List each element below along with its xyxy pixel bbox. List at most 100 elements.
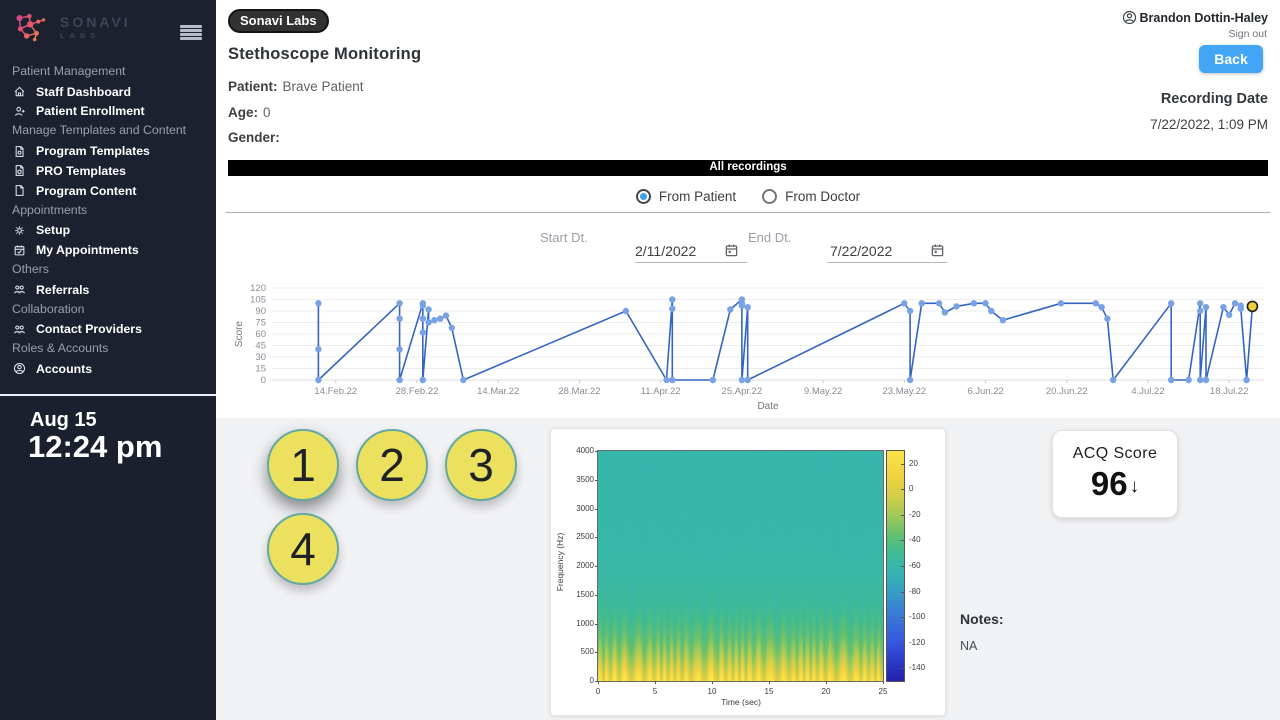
recording-marker-2[interactable]: 2: [356, 429, 428, 501]
data-point[interactable]: [396, 376, 403, 384]
recording-marker-4[interactable]: 4: [267, 513, 339, 585]
data-point[interactable]: [982, 300, 989, 307]
data-point[interactable]: [669, 296, 676, 303]
data-point[interactable]: [622, 307, 630, 315]
start-date-underline: [635, 262, 747, 263]
selected-data-point[interactable]: [1246, 300, 1259, 313]
data-point[interactable]: [669, 305, 676, 312]
data-point[interactable]: [1098, 304, 1105, 311]
data-point[interactable]: [738, 302, 746, 309]
data-point[interactable]: [1104, 315, 1111, 322]
data-point[interactable]: [1197, 376, 1204, 384]
data-point[interactable]: [437, 315, 444, 322]
data-point[interactable]: [1202, 376, 1210, 384]
data-point[interactable]: [1092, 300, 1099, 307]
data-point[interactable]: [941, 309, 949, 316]
recording-marker-1[interactable]: 1: [267, 429, 339, 501]
back-button[interactable]: Back: [1199, 45, 1263, 73]
start-date-calendar-icon[interactable]: [724, 243, 739, 258]
sign-out-link[interactable]: Sign out: [1228, 28, 1267, 40]
data-point[interactable]: [1057, 300, 1065, 307]
data-point[interactable]: [738, 376, 746, 384]
data-point[interactable]: [1197, 300, 1204, 307]
user-menu[interactable]: Brandon Dottin-Haley: [1122, 10, 1268, 25]
spectrogram-y-tick: 0: [589, 676, 594, 685]
page-title: Stethoscope Monitoring: [228, 45, 422, 63]
data-point[interactable]: [425, 319, 432, 326]
data-point[interactable]: [419, 376, 426, 384]
data-point[interactable]: [396, 315, 403, 322]
data-point[interactable]: [953, 303, 960, 310]
sidebar-item-setup[interactable]: Setup: [0, 220, 216, 240]
data-point[interactable]: [442, 312, 450, 319]
spectrogram-y-tick: 1500: [576, 589, 594, 599]
data-point[interactable]: [1202, 304, 1210, 311]
data-point[interactable]: [419, 329, 426, 336]
data-point[interactable]: [970, 300, 978, 307]
sonavi-labs-badge[interactable]: Sonavi Labs: [228, 9, 329, 33]
data-point[interactable]: [315, 300, 322, 307]
data-point[interactable]: [1231, 300, 1239, 307]
sidebar-item-program-content[interactable]: Program Content: [0, 181, 216, 201]
data-point[interactable]: [1220, 304, 1227, 311]
spectrogram-x-tick: 15: [764, 687, 774, 696]
data-point[interactable]: [396, 300, 403, 307]
data-point[interactable]: [431, 317, 438, 324]
data-point[interactable]: [460, 376, 467, 384]
data-point[interactable]: [935, 300, 943, 307]
data-point[interactable]: [727, 306, 734, 313]
sidebar-item-contact-providers[interactable]: Contact Providers: [0, 319, 216, 339]
sidebar-item-accounts[interactable]: Accounts: [0, 359, 216, 379]
sidebar-item-label: My Appointments: [36, 243, 139, 258]
end-date-calendar-icon[interactable]: [930, 243, 945, 258]
logo[interactable]: SONAVI LABS: [12, 10, 131, 44]
date-axis-label: Date: [757, 401, 779, 412]
data-point[interactable]: [709, 376, 717, 384]
data-point[interactable]: [1243, 376, 1250, 384]
data-point[interactable]: [1237, 305, 1244, 312]
data-point[interactable]: [1168, 376, 1175, 384]
y-tick-label: 60: [255, 329, 266, 340]
data-point[interactable]: [999, 317, 1007, 324]
y-tick-label: 90: [255, 306, 266, 317]
sidebar-item-staff-dashboard[interactable]: Staff Dashboard: [0, 82, 216, 102]
data-point[interactable]: [425, 306, 432, 313]
data-point[interactable]: [315, 346, 322, 353]
radio-from-doctor[interactable]: From Doctor: [762, 189, 860, 204]
data-point[interactable]: [988, 307, 995, 315]
data-point[interactable]: [1185, 376, 1192, 384]
data-point[interactable]: [744, 376, 751, 384]
data-point[interactable]: [1168, 300, 1175, 307]
data-point[interactable]: [419, 315, 426, 322]
sidebar-item-referrals[interactable]: Referrals: [0, 280, 216, 300]
sidebar-item-program-templates[interactable]: Program Templates: [0, 141, 216, 161]
end-date-input[interactable]: 7/22/2022: [830, 243, 893, 259]
data-point[interactable]: [918, 300, 925, 307]
data-point[interactable]: [1226, 311, 1233, 318]
data-point[interactable]: [315, 376, 322, 384]
recording-marker-3[interactable]: 3: [445, 429, 517, 501]
sidebar-item-my-appointments[interactable]: My Appointments: [0, 240, 216, 260]
data-point[interactable]: [901, 300, 908, 307]
data-point[interactable]: [396, 346, 403, 353]
data-point[interactable]: [906, 376, 914, 384]
data-point[interactable]: [1110, 376, 1117, 384]
data-point[interactable]: [419, 302, 426, 309]
start-date-input[interactable]: 2/11/2022: [635, 243, 697, 259]
sidebar-item-pro-templates[interactable]: PRO Templates: [0, 161, 216, 181]
radio-unselected-icon: [762, 189, 778, 204]
spectrogram-y-tick: 3000: [576, 503, 594, 513]
acq-score-value: 96: [1090, 465, 1128, 502]
sidebar-item-patient-enrollment[interactable]: Patient Enrollment: [0, 102, 216, 122]
hamburger-menu-icon[interactable]: [180, 25, 202, 40]
data-point[interactable]: [744, 304, 751, 311]
source-radio-group: From Patient From Doctor: [216, 189, 1280, 204]
data-point[interactable]: [906, 307, 914, 315]
radio-from-patient[interactable]: From Patient: [635, 189, 736, 204]
axis-tick-mark: [655, 681, 656, 684]
data-point[interactable]: [669, 376, 676, 384]
data-point[interactable]: [448, 324, 455, 332]
data-point[interactable]: [1197, 307, 1204, 315]
data-point[interactable]: [663, 376, 670, 384]
